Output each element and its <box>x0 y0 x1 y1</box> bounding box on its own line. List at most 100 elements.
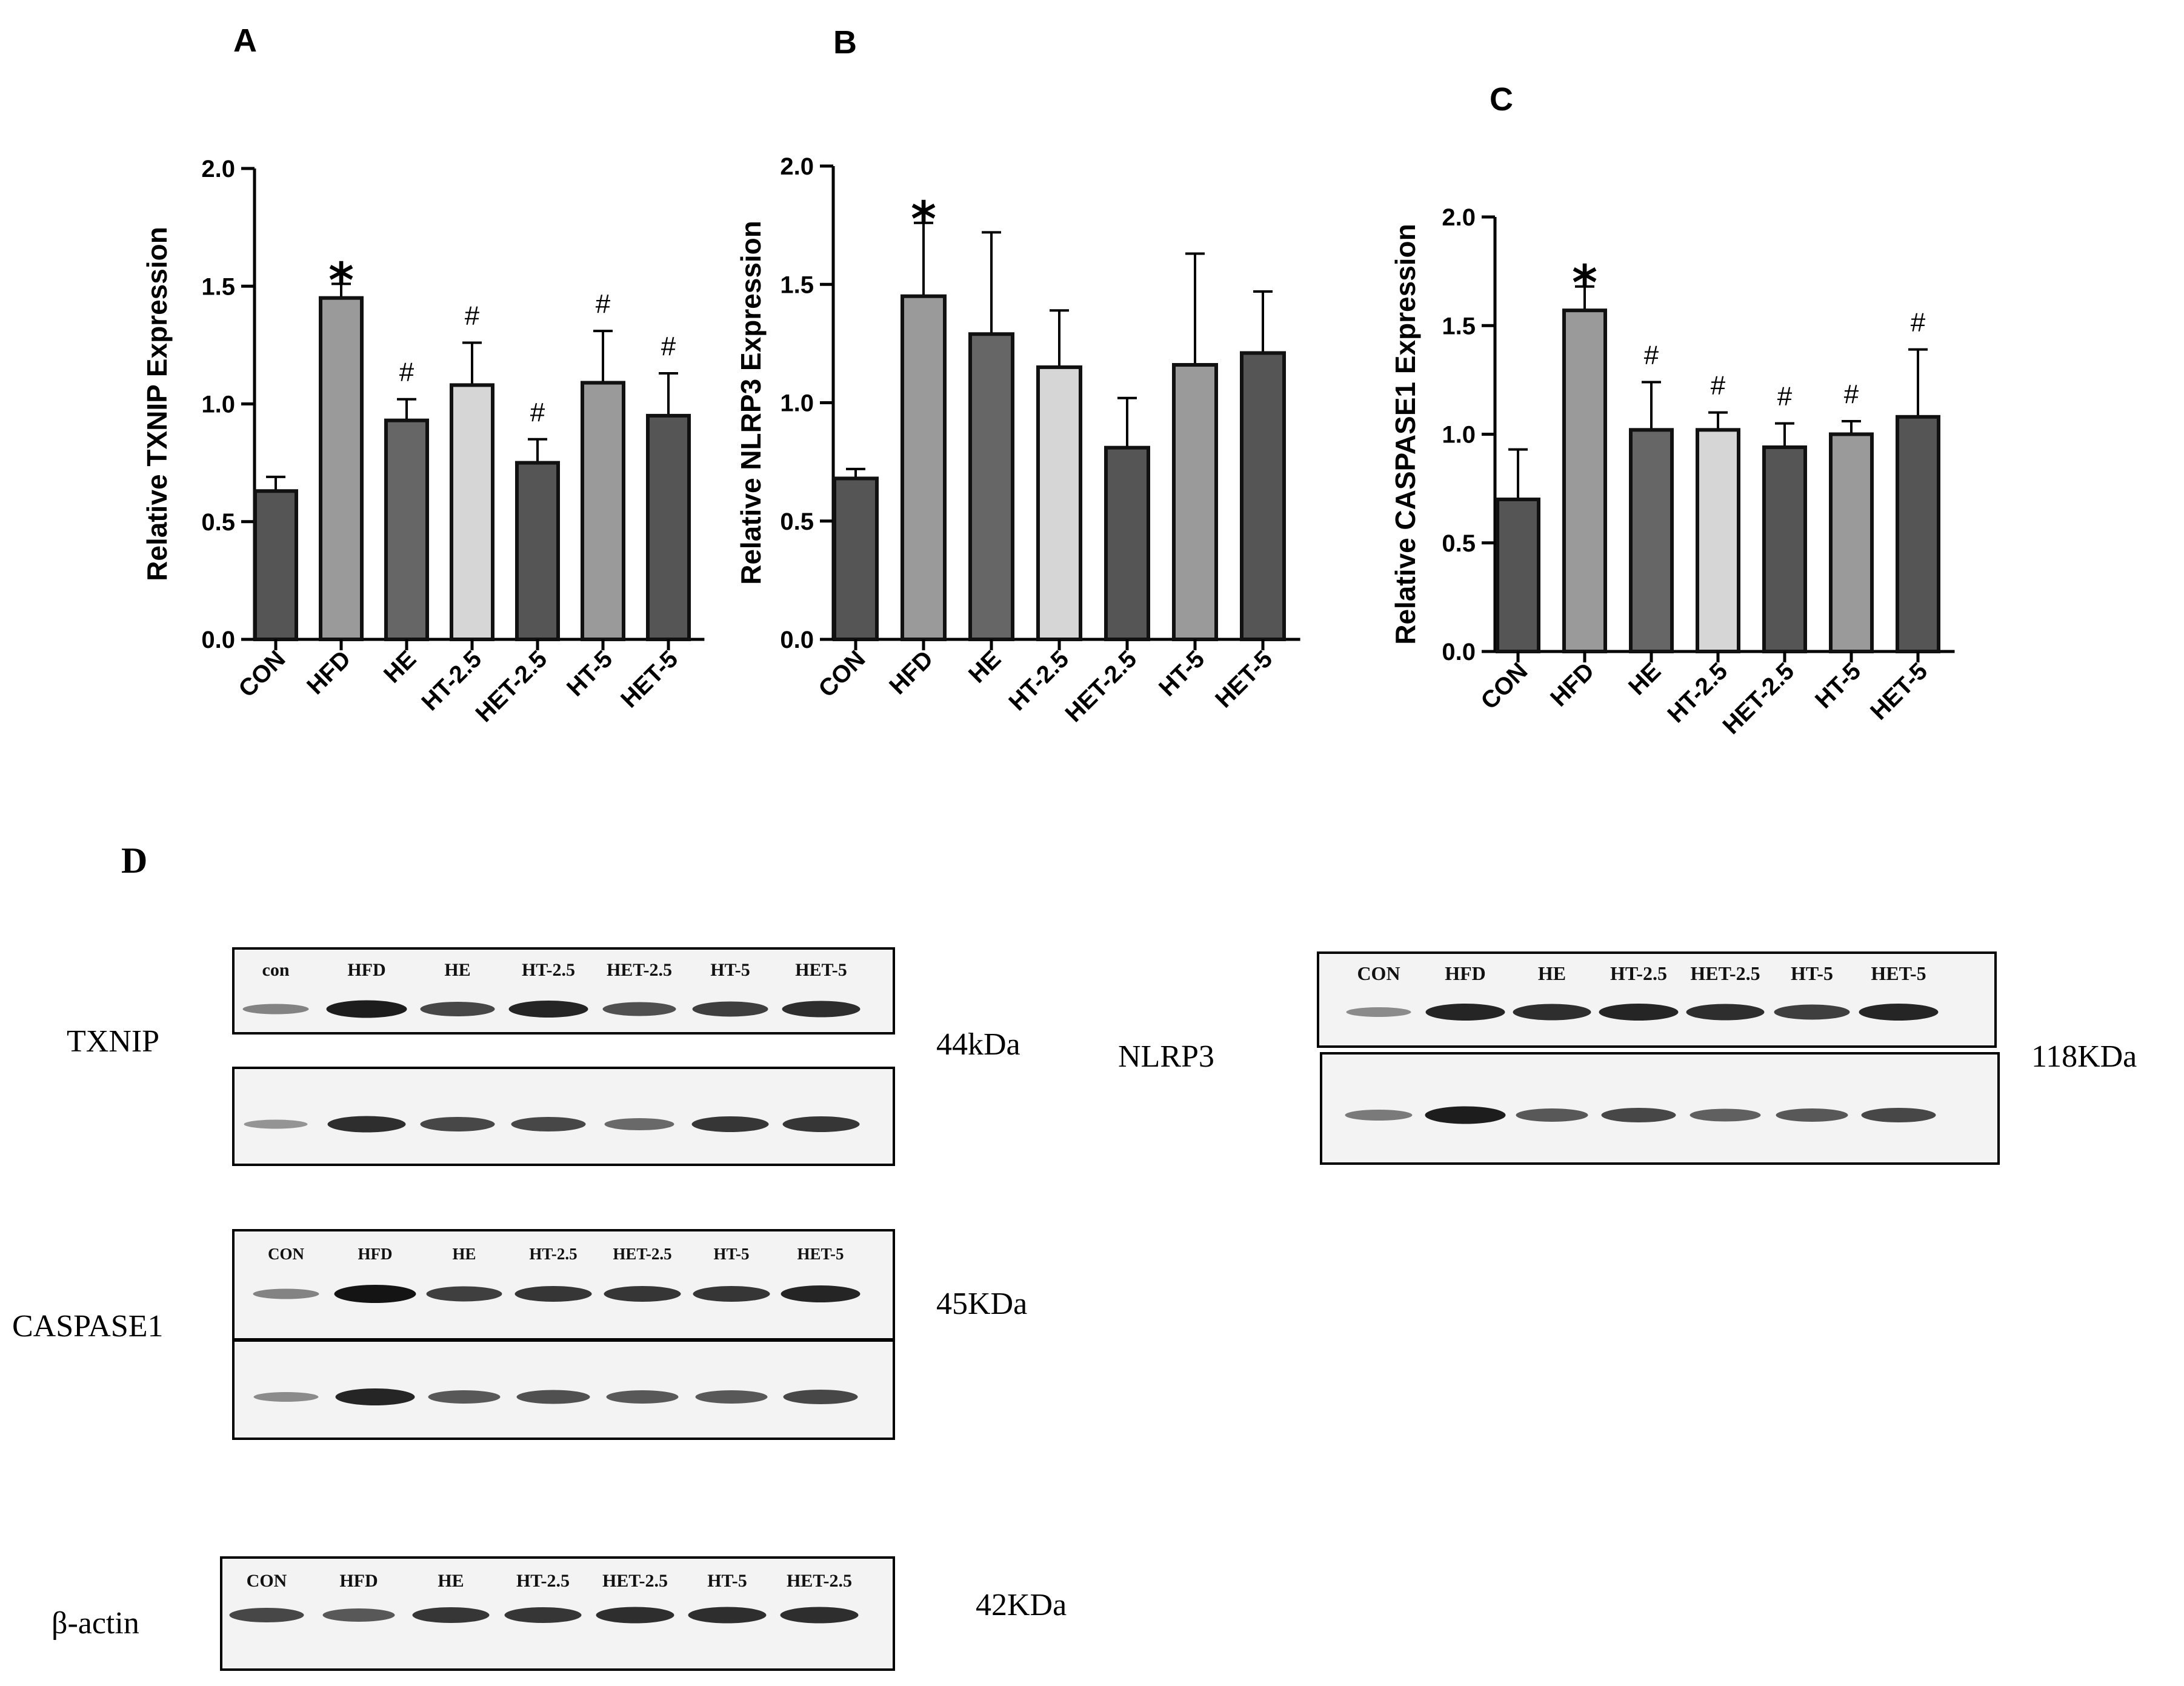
category-label: HET-5 <box>1865 658 1933 725</box>
blot-kda-txnip: 44kDa <box>936 1027 1020 1062</box>
category-label: HT-5 <box>562 645 618 701</box>
y-tick-label: 1.5 <box>780 272 814 298</box>
blot-frame-bottom <box>232 1067 895 1166</box>
y-tick-label: 2.0 <box>201 156 235 182</box>
blot-band <box>692 1001 768 1017</box>
category-label: HET-2.5 <box>471 645 553 727</box>
blot-band <box>1346 1007 1411 1017</box>
category-label: HT-5 <box>1154 645 1210 701</box>
blot-band <box>327 1116 406 1133</box>
significance-hash: # <box>1911 308 1926 338</box>
lane-label: HET-2.5 <box>613 1245 671 1263</box>
blot-band <box>1774 1004 1850 1020</box>
blot-band <box>688 1607 767 1624</box>
category-label: HET-5 <box>616 645 683 713</box>
category-label: CON <box>813 645 870 702</box>
bar-het-5 <box>646 413 691 641</box>
y-axis-label: Relative CASPASE1 Expression <box>1390 224 1421 645</box>
western-blot-panel: D TXNIP 44kDa con HFD HE HT-2.5 HET-2.5 HT-5 H… <box>12 841 2137 1671</box>
blot-band <box>334 1285 416 1303</box>
lane-label: HFD <box>1445 962 1486 984</box>
blot-band <box>253 1392 319 1402</box>
lane-label: HFD <box>347 960 385 980</box>
significance-star: * <box>328 252 354 308</box>
blot-band <box>782 1001 861 1018</box>
significance-hash: # <box>596 289 611 319</box>
blot-band <box>229 1608 304 1622</box>
y-tick-label: 1.5 <box>201 273 235 300</box>
lane-label: HET-2.5 <box>787 1571 852 1591</box>
blot-band <box>420 1002 495 1016</box>
blot-nlrp3: CON HFD HE HT-2.5 HET-2.5 HT-5 HET-5 <box>1317 951 2000 1165</box>
y-tick-label: 0.5 <box>1442 530 1476 557</box>
significance-star: * <box>1572 255 1597 312</box>
y-tick-label: 1.5 <box>1442 313 1476 339</box>
lane-label: CON <box>1357 962 1400 984</box>
blot-band <box>508 1001 588 1018</box>
blot-band <box>1861 1108 1936 1122</box>
blot-band <box>326 1000 407 1018</box>
category-label: HFD <box>302 645 356 699</box>
significance-hash: # <box>399 358 414 387</box>
lane-label: HFD <box>339 1571 378 1591</box>
blot-band <box>511 1117 586 1131</box>
bar-he <box>968 332 1014 641</box>
y-tick-label: 0.0 <box>1442 639 1476 665</box>
blot-band <box>783 1390 858 1404</box>
lane-label: HT-2.5 <box>529 1245 577 1263</box>
lane-label: HFD <box>358 1245 393 1263</box>
bar-he <box>384 418 429 641</box>
blot-band <box>695 1390 768 1404</box>
blot-band <box>1345 1110 1413 1121</box>
significance-hash: # <box>465 301 480 330</box>
blot-band <box>335 1388 415 1405</box>
category-label: HET-5 <box>1210 645 1277 713</box>
lane-label: HET-5 <box>795 960 847 980</box>
blot-band <box>691 1116 769 1132</box>
lane-label: HET-2.5 <box>1690 962 1760 984</box>
blot-name-beta-actin: β-actin <box>52 1606 139 1641</box>
blot-frame-top <box>232 1229 895 1341</box>
blot-band <box>596 1607 674 1624</box>
bar-ht-5 <box>1172 363 1218 642</box>
blot-band <box>1690 1108 1761 1122</box>
blot-band <box>253 1288 319 1299</box>
blot-frame-top <box>232 947 895 1035</box>
bar-het-2.5 <box>515 461 560 641</box>
category-label: HFD <box>884 645 938 699</box>
bar-ht-2.5 <box>450 383 494 641</box>
blot-name-txnip: TXNIP <box>67 1024 159 1059</box>
bar-hfd <box>319 296 364 641</box>
lane-label: CON <box>247 1571 287 1591</box>
panel-letter-d: D <box>121 841 147 881</box>
category-label: HET-2.5 <box>1060 645 1142 727</box>
y-tick-label: 0.5 <box>201 509 235 536</box>
blot-band <box>412 1607 490 1623</box>
y-tick-label: 0.5 <box>780 508 814 535</box>
significance-hash: # <box>530 398 545 427</box>
blot-band <box>516 1390 590 1404</box>
chart-nlrp3: B 0.0 0.5 1.0 1.5 2.0 Relative NLRP3 Expressio… <box>735 24 1300 727</box>
category-label: CON <box>233 645 290 702</box>
blot-band <box>420 1117 495 1131</box>
category-label: CON <box>1476 658 1533 715</box>
blot-band <box>244 1119 308 1129</box>
lane-label: HET-5 <box>1871 962 1926 984</box>
category-label: HE <box>379 645 421 688</box>
blot-band <box>1513 1004 1591 1021</box>
y-tick-label: 2.0 <box>1442 204 1476 231</box>
lane-label: HT-5 <box>710 960 750 980</box>
y-tick-label: 0.0 <box>780 627 814 653</box>
blot-band <box>602 1002 676 1016</box>
lane-label: con <box>262 960 290 980</box>
blot-band <box>781 1285 861 1302</box>
blot-frame-bottom <box>232 1339 895 1440</box>
significance-hash: # <box>1777 382 1793 412</box>
lane-label: HT-2.5 <box>516 1571 570 1591</box>
bar-ht-2.5 <box>1696 428 1740 654</box>
blot-name-nlrp3: NLRP3 <box>1118 1039 1214 1074</box>
blot-band <box>504 1607 582 1623</box>
bar-het-2.5 <box>1104 445 1150 641</box>
category-label: HE <box>1623 658 1666 700</box>
lane-label: HET-2.5 <box>607 960 672 980</box>
